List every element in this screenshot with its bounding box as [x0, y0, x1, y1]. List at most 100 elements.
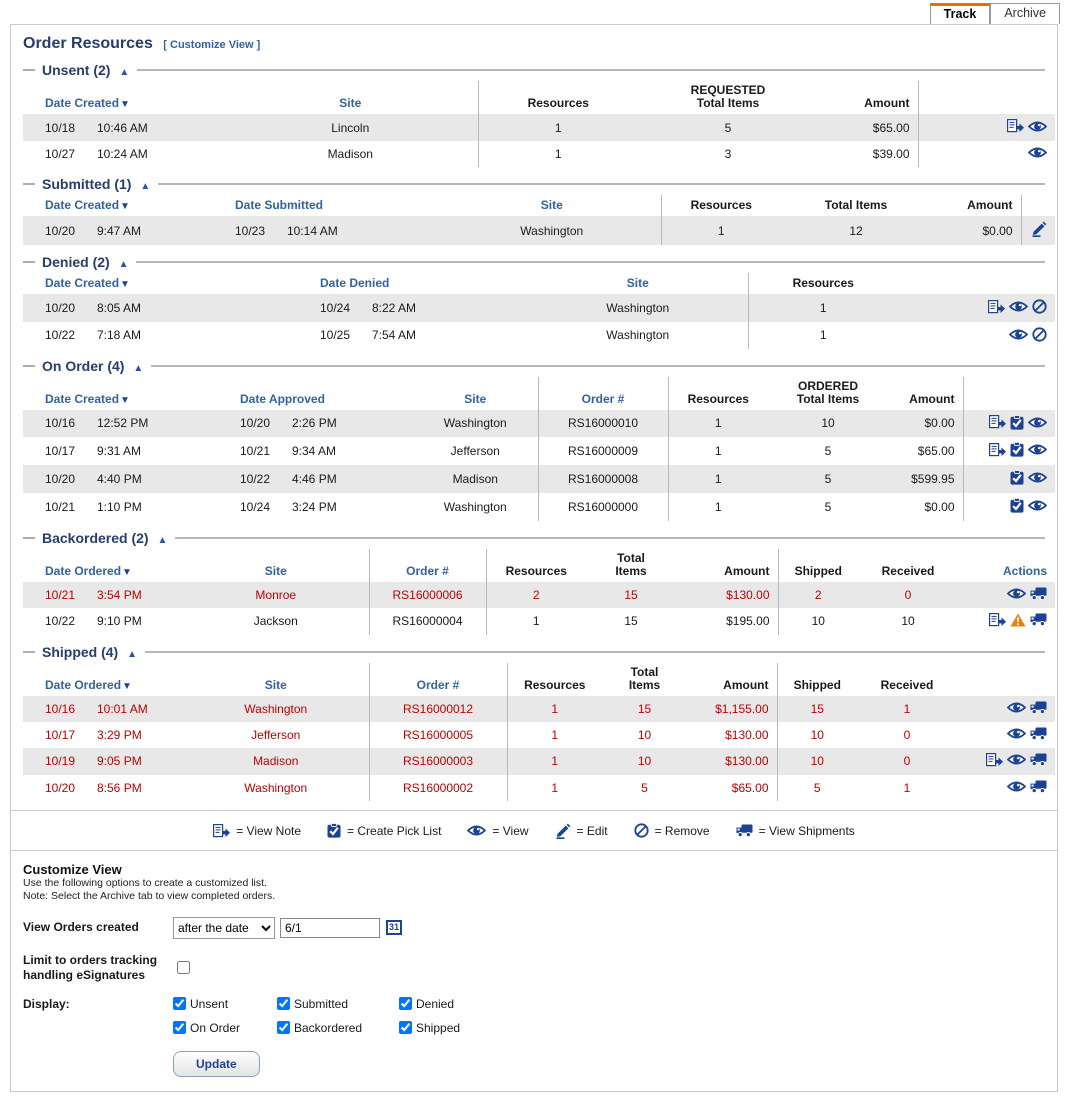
- col-header[interactable]: Actions: [1002, 563, 1047, 578]
- view-icon[interactable]: [1009, 300, 1028, 313]
- col-header-top: REQUESTED: [690, 83, 766, 97]
- col-header[interactable]: Site: [464, 391, 487, 406]
- view-icon[interactable]: [1009, 328, 1028, 341]
- col-header[interactable]: Date Created▼: [45, 276, 130, 290]
- tab-track[interactable]: Track: [929, 3, 991, 24]
- display-option-shipped[interactable]: Shipped: [399, 1021, 503, 1035]
- collapse-arrow-icon[interactable]: ▲: [140, 181, 151, 192]
- update-button[interactable]: Update: [173, 1050, 260, 1077]
- cell-value: Washington: [606, 300, 670, 315]
- pick-list-icon[interactable]: [1010, 497, 1024, 513]
- collapse-arrow-icon[interactable]: ▲: [118, 259, 129, 270]
- col-header[interactable]: Site: [264, 563, 287, 578]
- col-header[interactable]: Site: [339, 96, 362, 110]
- col-header[interactable]: Date Created▼: [45, 391, 130, 406]
- col-header-top: Total: [617, 550, 645, 565]
- shipments-icon[interactable]: [1030, 613, 1047, 626]
- customize-view-link[interactable]: [ Customize View ]: [163, 39, 261, 51]
- col-header[interactable]: Date Submitted: [235, 198, 324, 212]
- view-icon[interactable]: [1028, 146, 1047, 159]
- view-icon[interactable]: [1028, 416, 1047, 429]
- table-row: 10/22 9:10 PM Jackson RS16000004 1 15 $195.00 1…: [23, 607, 1055, 635]
- display-option-unsent[interactable]: Unsent: [173, 997, 277, 1011]
- sort-desc-icon[interactable]: ▼: [122, 680, 132, 692]
- sort-desc-icon[interactable]: ▼: [120, 279, 130, 290]
- shipped-checkbox[interactable]: [399, 1021, 412, 1034]
- display-option-on-order[interactable]: On Order: [173, 1021, 277, 1035]
- sort-desc-icon[interactable]: ▼: [120, 201, 130, 212]
- legend-label: = View: [492, 823, 529, 838]
- col-header[interactable]: Date Approved: [240, 391, 325, 406]
- col-header[interactable]: Date Denied: [320, 276, 390, 290]
- cell-value: 15: [637, 701, 652, 716]
- col-header: Amount: [967, 198, 1013, 212]
- collapse-arrow-icon[interactable]: ▲: [133, 362, 144, 374]
- view-note-icon[interactable]: [989, 442, 1006, 457]
- view-icon[interactable]: [1007, 780, 1026, 793]
- col-header[interactable]: Order #: [416, 677, 460, 692]
- view-icon[interactable]: [1007, 727, 1026, 740]
- section-shipped: Shipped (4) ▲ Date Ordered▼ Site Order # Re…: [23, 644, 1055, 801]
- view-icon[interactable]: [1028, 471, 1047, 484]
- view-icon[interactable]: [1028, 120, 1047, 133]
- cell-value: 0: [904, 587, 912, 602]
- cell-value: 2: [814, 587, 822, 602]
- backordered-checkbox[interactable]: [277, 1021, 290, 1034]
- pick-list-icon[interactable]: [1010, 414, 1024, 430]
- esignatures-row: Limit to orders tracking handling eSigna…: [23, 953, 1045, 983]
- shipments-icon[interactable]: [1030, 587, 1047, 600]
- display-option-submitted[interactable]: Submitted: [277, 997, 399, 1011]
- shipments-icon[interactable]: [1030, 701, 1047, 714]
- date-value: 10/20: [45, 223, 76, 238]
- shipments-icon[interactable]: [1030, 780, 1047, 793]
- section-backordered: Backordered (2) ▲ Date Ordered▼ Site Order…: [23, 530, 1055, 635]
- view-icon[interactable]: [1028, 499, 1047, 512]
- cell-value: 10: [811, 614, 825, 628]
- calendar-icon[interactable]: 31: [386, 920, 403, 935]
- col-header[interactable]: Date Created▼: [45, 96, 130, 110]
- view-icon[interactable]: [1007, 701, 1026, 714]
- remove-icon[interactable]: [1032, 326, 1047, 342]
- unsent-checkbox[interactable]: [173, 997, 186, 1010]
- col-header[interactable]: Date Ordered▼: [45, 563, 132, 578]
- view-note-icon[interactable]: [986, 752, 1003, 767]
- submitted-checkbox[interactable]: [277, 997, 290, 1010]
- shipments-icon[interactable]: [1030, 753, 1047, 766]
- col-header[interactable]: Site: [264, 677, 287, 692]
- tab-archive[interactable]: Archive: [990, 3, 1060, 24]
- view-note-icon[interactable]: [988, 299, 1005, 314]
- col-header[interactable]: Site: [626, 276, 649, 290]
- pick-list-icon[interactable]: [1010, 469, 1024, 485]
- denied-checkbox[interactable]: [399, 997, 412, 1010]
- collapse-arrow-icon[interactable]: ▲: [157, 534, 168, 546]
- display-option-backordered[interactable]: Backordered: [277, 1021, 399, 1035]
- collapse-arrow-icon[interactable]: ▲: [127, 648, 138, 660]
- view-note-icon[interactable]: [1007, 119, 1024, 133]
- sort-desc-icon[interactable]: ▼: [122, 566, 132, 578]
- view-icon[interactable]: [1007, 753, 1026, 766]
- display-option-denied[interactable]: Denied: [399, 997, 503, 1011]
- col-header[interactable]: Order #: [581, 391, 625, 406]
- sort-desc-icon[interactable]: ▼: [120, 394, 130, 406]
- col-header[interactable]: Date Created▼: [45, 198, 130, 212]
- view-icon[interactable]: [1007, 587, 1026, 600]
- date-input[interactable]: [280, 917, 380, 938]
- sort-desc-icon[interactable]: ▼: [120, 99, 130, 110]
- esignatures-checkbox[interactable]: [177, 961, 190, 974]
- col-header[interactable]: Order #: [406, 563, 449, 578]
- time-value: 3:29 PM: [97, 727, 142, 742]
- col-header[interactable]: Date Ordered▼: [45, 677, 132, 692]
- on-order-checkbox[interactable]: [173, 1021, 186, 1034]
- col-header[interactable]: Site: [540, 198, 563, 212]
- remove-icon[interactable]: [1032, 299, 1047, 314]
- pick-list-icon[interactable]: [1010, 442, 1024, 457]
- cell-value: Lincoln: [331, 120, 370, 135]
- date-filter-select[interactable]: after the date: [173, 916, 275, 939]
- collapse-arrow-icon[interactable]: ▲: [119, 67, 130, 78]
- view-icon[interactable]: [1028, 443, 1047, 456]
- col-header: Amount: [724, 563, 770, 578]
- edit-icon[interactable]: [1031, 221, 1047, 237]
- view-note-icon[interactable]: [989, 612, 1006, 627]
- shipments-icon[interactable]: [1030, 727, 1047, 740]
- view-note-icon[interactable]: [989, 415, 1006, 429]
